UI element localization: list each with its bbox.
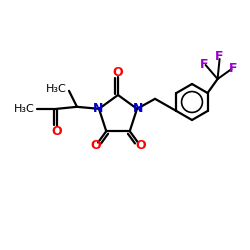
Text: H₃C: H₃C (14, 104, 34, 114)
Text: F: F (200, 58, 209, 70)
Text: F: F (215, 50, 224, 62)
Text: H₃C: H₃C (46, 84, 66, 94)
Text: F: F (229, 62, 238, 74)
Text: N: N (93, 102, 103, 115)
Text: O: O (52, 125, 62, 138)
Text: O: O (113, 66, 123, 78)
Text: N: N (133, 102, 143, 115)
Text: O: O (135, 139, 146, 152)
Text: O: O (90, 139, 101, 152)
